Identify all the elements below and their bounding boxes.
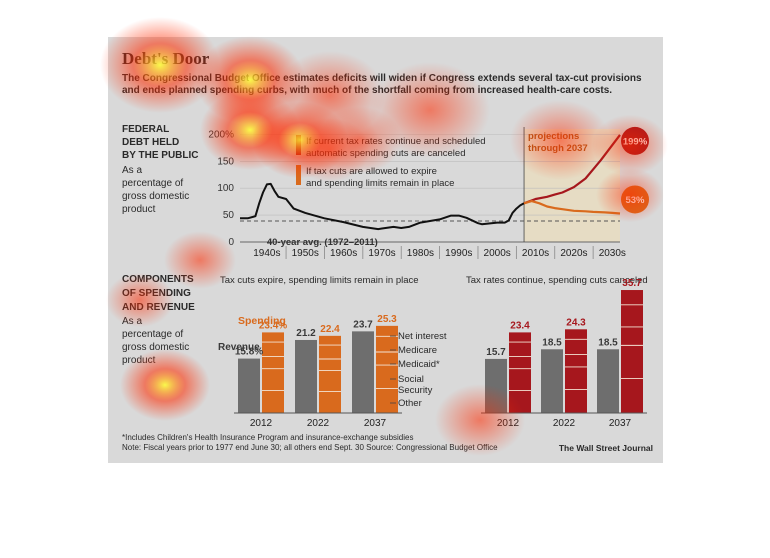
component-label: Net interest — [398, 331, 447, 342]
bar-chart-title: Tax rates continue, spending cuts cancel… — [466, 275, 648, 286]
spending-value-label: 25.3 — [377, 314, 397, 325]
y-tick-label: 50 — [223, 210, 235, 221]
category-label: 2022 — [307, 418, 330, 429]
component-label: Medicare — [398, 345, 437, 356]
debt-subheading-line-2: percentage of — [122, 178, 184, 189]
revenue-heading: Revenue — [218, 342, 260, 353]
component-label: Other — [398, 398, 422, 409]
component-label: Medicaid* — [398, 359, 440, 370]
components-bar-chart-spending-cuts-canceled: Tax rates continue, spending cuts cancel… — [466, 275, 648, 429]
revenue-value-label: 15.7 — [486, 347, 506, 358]
footnote-source: Note: Fiscal years prior to 1977 end Jun… — [122, 443, 498, 452]
revenue-bar — [541, 349, 563, 413]
x-tick-label: 1980s — [407, 248, 434, 259]
x-tick-label: 1940s — [253, 248, 280, 259]
spending-bar — [565, 329, 587, 413]
spending-bar — [319, 335, 341, 413]
category-label: 2012 — [250, 418, 273, 429]
revenue-bar — [485, 358, 507, 413]
revenue-value-label: 15.8% — [235, 347, 263, 358]
revenue-bar — [238, 358, 260, 413]
spending-value-label: 23.4 — [510, 320, 530, 331]
component-label: Security — [398, 385, 433, 396]
revenue-value-label: 18.5 — [598, 337, 618, 348]
debt-subheading-line-3: gross domestic — [122, 191, 190, 202]
components-bar-chart-spending-limits: Tax cuts expire, spending limits remain … — [218, 275, 447, 429]
components-subheading-line-3: gross domestic — [122, 342, 190, 353]
category-label: 2012 — [497, 418, 520, 429]
footnote-medicaid: *Includes Children's Health Insurance Pr… — [122, 433, 414, 442]
category-label: 2037 — [609, 418, 632, 429]
debt-subheading-line-1: As a — [122, 165, 143, 176]
revenue-bar — [597, 349, 619, 413]
revenue-bar — [352, 331, 374, 413]
x-tick-label: 2030s — [599, 248, 626, 259]
series-line-historical — [240, 182, 525, 231]
x-tick-label: 1990s — [445, 248, 472, 259]
debt-heading-line-3: BY THE PUBLIC — [122, 150, 199, 161]
spending-value-label: 22.4 — [320, 324, 340, 335]
revenue-value-label: 23.7 — [353, 319, 373, 330]
component-label: Social — [398, 374, 424, 385]
revenue-bar — [295, 339, 317, 413]
x-tick-label: 2010s — [522, 248, 549, 259]
y-tick-label: 100 — [217, 183, 234, 194]
debt-subheading-line-4: product — [122, 204, 156, 215]
revenue-value-label: 18.5 — [542, 337, 562, 348]
x-tick-label: 1950s — [292, 248, 319, 259]
spending-heading: Spending — [238, 315, 286, 327]
spending-bar — [262, 332, 284, 413]
x-tick-label: 2020s — [560, 248, 587, 259]
spending-bar — [509, 332, 531, 413]
category-label: 2022 — [553, 418, 576, 429]
x-tick-label: 1960s — [330, 248, 357, 259]
infographic-panel: Debt's Door The Congressional Budget Off… — [108, 37, 663, 463]
spending-value-label: 24.3 — [566, 317, 586, 328]
x-tick-label: 1970s — [368, 248, 395, 259]
debt-heading-line-1: FEDERAL — [122, 124, 170, 135]
components-subheading-line-2: percentage of — [122, 329, 184, 340]
spending-bar — [376, 325, 398, 413]
spending-value-label: 35.7 — [622, 278, 642, 289]
spending-bar — [621, 290, 643, 413]
spending-value-label: 23.4% — [259, 320, 287, 331]
category-label: 2037 — [364, 418, 387, 429]
revenue-value-label: 21.2 — [296, 328, 316, 339]
bar-chart-title: Tax cuts expire, spending limits remain … — [220, 275, 419, 286]
legend-text: and spending limits remain in place — [306, 178, 454, 189]
average-label: 40-year avg. (1972–2011) — [267, 237, 378, 248]
x-tick-label: 2000s — [484, 248, 511, 259]
debt-heading-line-2: DEBT HELD — [122, 137, 180, 148]
source-credit: The Wall Street Journal — [558, 443, 653, 453]
